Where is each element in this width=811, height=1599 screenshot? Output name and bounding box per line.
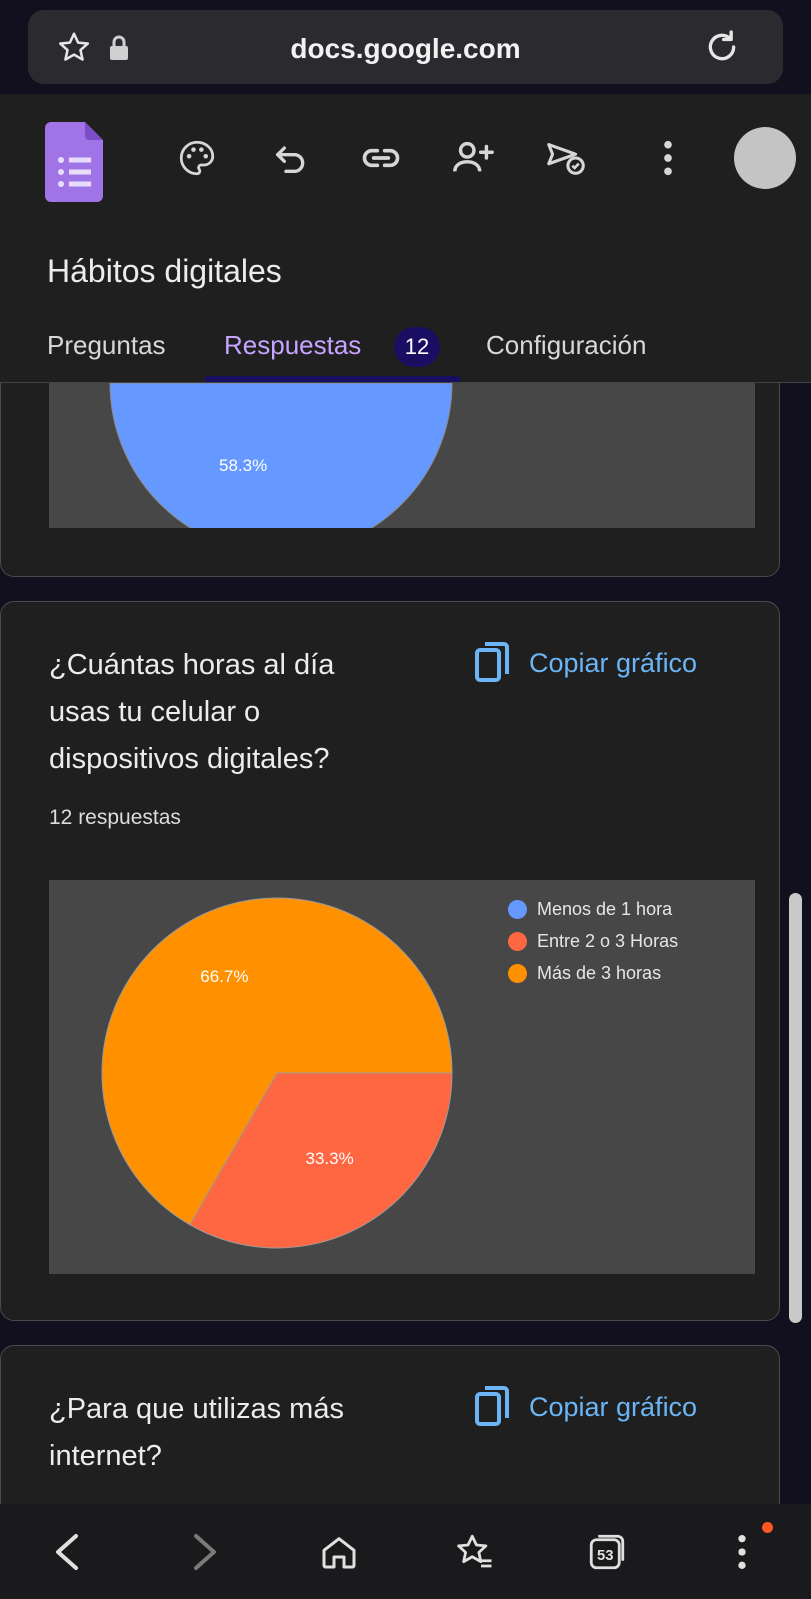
tabs-icon[interactable]: 53 [582, 1527, 632, 1577]
legend-swatch [508, 963, 527, 983]
tab-preguntas[interactable]: Preguntas [47, 330, 166, 360]
undo-icon[interactable] [268, 135, 314, 181]
previous-pie-slice [109, 383, 453, 528]
send-icon[interactable] [543, 135, 589, 181]
avatar[interactable] [734, 127, 796, 189]
question-title: ¿Cuántas horas al día usas tu celular o … [49, 642, 334, 783]
legend-label: Entre 2 o 3 Horas [537, 930, 679, 951]
pie-slice-label-1: 33.3% [305, 1149, 353, 1168]
notification-dot [762, 1522, 773, 1533]
legend-item: Más de 3 horas [508, 957, 678, 989]
browser-toolbar: docs.google.com [0, 0, 811, 94]
active-tab-indicator [205, 376, 460, 382]
previous-question-card: 58.3% [0, 383, 780, 577]
url-text: docs.google.com [290, 33, 521, 64]
chart-area: 33.3% 66.7% Menos de 1 hora Entre 2 o 3 H… [49, 880, 755, 1274]
tab-count: 53 [597, 1548, 614, 1564]
copy-chart-button[interactable]: Copiar gráfico [475, 1386, 697, 1428]
pie-chart: 33.3% 66.7% [101, 897, 453, 1249]
link-icon[interactable] [358, 135, 404, 181]
legend-item: Menos de 1 hora [508, 893, 678, 925]
form-title: Hábitos digitales [47, 253, 282, 289]
previous-slice-label: 58.3% [219, 456, 267, 475]
response-count: 12 respuestas [49, 806, 181, 829]
previous-pie-chart: 58.3% [109, 383, 453, 528]
tab-configuracion[interactable]: Configuración [486, 330, 647, 360]
back-icon[interactable] [42, 1527, 92, 1577]
question-title-line: ¿Para que utilizas más [49, 1393, 344, 1425]
question-card: ¿Cuántas horas al día usas tu celular o … [0, 601, 780, 1321]
tab-respuestas[interactable]: Respuestas [224, 330, 362, 360]
pie-slice-1 [189, 1072, 453, 1249]
add-collaborator-icon[interactable] [450, 135, 496, 181]
more-vert-icon[interactable] [645, 135, 691, 181]
copy-icon [475, 642, 509, 682]
previous-chart-area: 58.3% [49, 383, 755, 528]
copy-icon [475, 1386, 509, 1426]
next-question-title: ¿Para que utilizas más internet? [49, 1386, 344, 1480]
legend-swatch [508, 899, 527, 919]
question-title-line: internet? [49, 1440, 162, 1472]
question-title-line: usas tu celular o [49, 696, 261, 728]
legend-label: Más de 3 horas [537, 962, 662, 983]
question-title-line: dispositivos digitales? [49, 743, 330, 775]
copy-chart-button[interactable]: Copiar gráfico [475, 642, 697, 684]
forward-icon[interactable] [180, 1527, 230, 1577]
legend-item: Entre 2 o 3 Horas [508, 925, 678, 957]
page-scrollbar[interactable] [789, 893, 802, 1323]
legend-label: Menos de 1 hora [537, 898, 673, 919]
bookmark-star-icon[interactable] [55, 29, 93, 72]
bookmarks-icon[interactable] [449, 1527, 499, 1577]
reload-icon[interactable] [702, 27, 742, 72]
responses-count-badge: 12 [394, 327, 440, 367]
palette-icon[interactable] [174, 135, 220, 181]
lock-icon [108, 35, 130, 66]
home-icon[interactable] [314, 1527, 364, 1577]
menu-icon[interactable] [717, 1527, 767, 1577]
chart-legend: Menos de 1 hora Entre 2 o 3 Horas Más de… [508, 893, 678, 989]
copy-chart-label: Copiar gráfico [529, 647, 698, 678]
copy-chart-label: Copiar gráfico [529, 1391, 698, 1422]
google-forms-icon[interactable] [45, 122, 103, 202]
legend-swatch [508, 931, 527, 951]
address-bar[interactable]: docs.google.com [28, 10, 783, 84]
pie-slice-2 [101, 897, 453, 1226]
browser-bottom-nav [0, 1504, 811, 1599]
pie-slice-label-2: 66.7% [200, 967, 248, 986]
question-title-line: ¿Cuántas horas al día [49, 649, 335, 681]
